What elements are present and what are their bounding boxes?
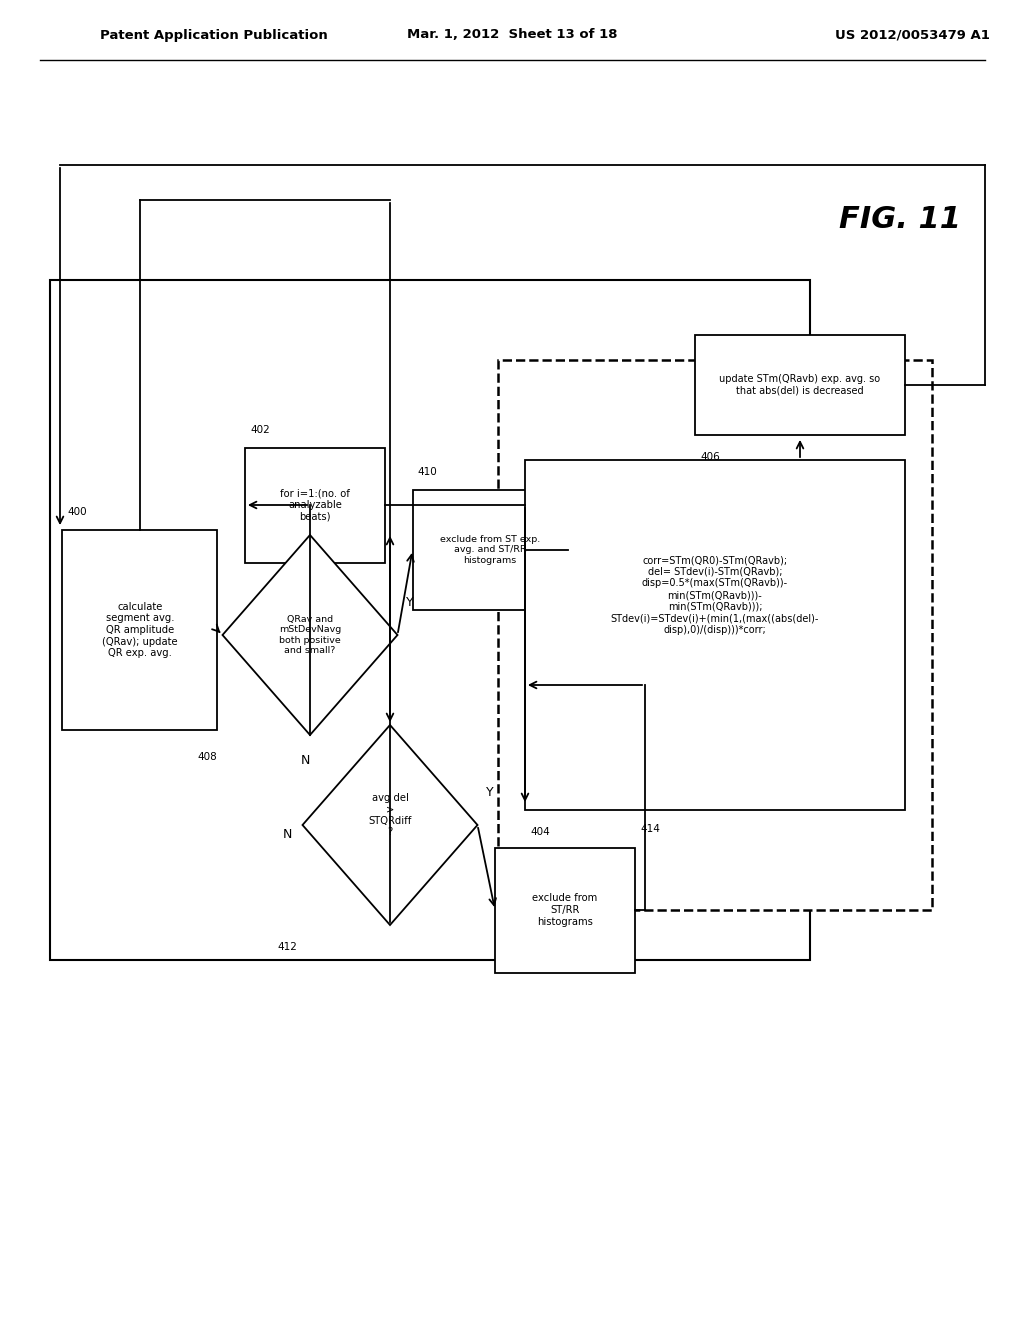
FancyBboxPatch shape <box>695 335 905 436</box>
Text: FIG. 11: FIG. 11 <box>839 206 961 235</box>
FancyBboxPatch shape <box>62 531 217 730</box>
Text: US 2012/0053479 A1: US 2012/0053479 A1 <box>836 29 990 41</box>
Text: corr=STm(QR0)-STm(QRavb);
del= STdev(i)-STm(QRavb);
disp=0.5*(max(STm(QRavb))-
m: corr=STm(QR0)-STm(QRavb); del= STdev(i)-… <box>610 556 819 635</box>
Text: exclude from
ST/RR
histograms: exclude from ST/RR histograms <box>532 894 598 927</box>
Text: N: N <box>300 754 309 767</box>
Text: 412: 412 <box>278 942 298 952</box>
FancyBboxPatch shape <box>413 490 567 610</box>
Text: exclude from ST exp.
avg. and ST/RR
histograms: exclude from ST exp. avg. and ST/RR hist… <box>440 535 540 565</box>
FancyBboxPatch shape <box>495 847 635 973</box>
Text: QRav and
mStDevNavg
both positive
and small?: QRav and mStDevNavg both positive and sm… <box>279 615 341 655</box>
Text: 410: 410 <box>418 467 437 477</box>
Text: Patent Application Publication: Patent Application Publication <box>100 29 328 41</box>
Text: update STm(QRavb) exp. avg. so
that abs(del) is decreased: update STm(QRavb) exp. avg. so that abs(… <box>720 374 881 396</box>
Text: Y: Y <box>406 597 414 610</box>
Text: calculate
segment avg.
QR amplitude
(QRav); update
QR exp. avg.: calculate segment avg. QR amplitude (QRa… <box>102 602 178 659</box>
Text: 404: 404 <box>530 828 550 837</box>
FancyBboxPatch shape <box>50 280 810 960</box>
Polygon shape <box>222 535 397 735</box>
FancyBboxPatch shape <box>245 447 385 562</box>
Text: 400: 400 <box>68 507 87 517</box>
Text: 414: 414 <box>640 825 659 834</box>
Text: 402: 402 <box>250 425 269 434</box>
FancyBboxPatch shape <box>498 360 933 909</box>
Text: Y: Y <box>485 787 494 800</box>
Text: 406: 406 <box>700 451 720 462</box>
Text: Mar. 1, 2012  Sheet 13 of 18: Mar. 1, 2012 Sheet 13 of 18 <box>407 29 617 41</box>
Polygon shape <box>302 725 477 925</box>
Text: N: N <box>283 829 292 842</box>
FancyBboxPatch shape <box>525 459 905 810</box>
Text: avg del
>
STQRdiff
?: avg del > STQRdiff ? <box>369 792 412 837</box>
Text: for i=1:(no. of
analyzable
beats): for i=1:(no. of analyzable beats) <box>280 488 350 521</box>
Text: 408: 408 <box>198 752 217 762</box>
